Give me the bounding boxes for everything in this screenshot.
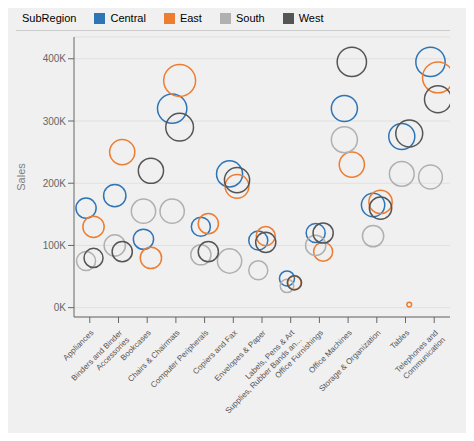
svg-text:200K: 200K bbox=[43, 178, 67, 189]
svg-text:Office Furnishings: Office Furnishings bbox=[273, 328, 325, 380]
svg-text:Labels, Pens & ArtSupplies, Ru: Labels, Pens & ArtSupplies, Rubber Bands… bbox=[216, 328, 304, 416]
svg-text:100K: 100K bbox=[43, 240, 67, 251]
svg-text:Telephones andCommunication: Telephones andCommunication bbox=[394, 328, 447, 381]
svg-text:Sales: Sales bbox=[15, 163, 27, 191]
svg-text:300K: 300K bbox=[43, 116, 67, 127]
svg-text:Chairs & Chairmats: Chairs & Chairmats bbox=[126, 328, 181, 383]
svg-text:0K: 0K bbox=[54, 302, 67, 313]
svg-text:400K: 400K bbox=[43, 53, 67, 64]
svg-text:Storage & Organization: Storage & Organization bbox=[317, 328, 382, 393]
svg-text:Tables: Tables bbox=[388, 328, 411, 351]
